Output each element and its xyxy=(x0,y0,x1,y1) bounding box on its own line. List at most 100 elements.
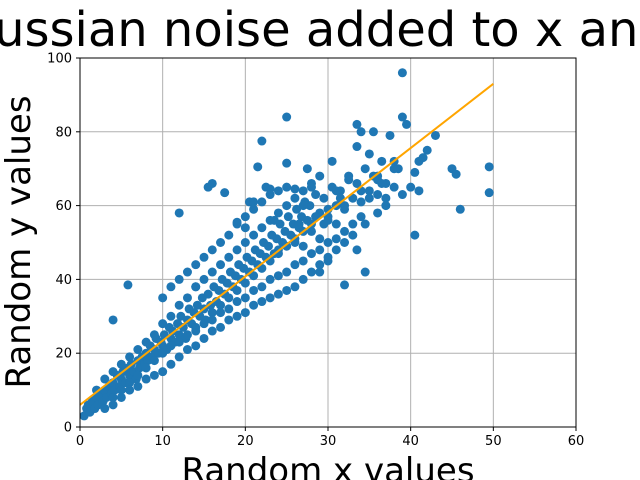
data-point-225 xyxy=(302,164,312,174)
data-point-308 xyxy=(340,201,350,211)
data-point-167 xyxy=(149,330,159,340)
y-tick-label-5: 100 xyxy=(47,52,72,67)
x-tick-label-3: 30 xyxy=(320,434,337,449)
data-point-248 xyxy=(381,193,391,203)
data-point-303 xyxy=(108,400,118,410)
data-point-194 xyxy=(207,245,217,255)
data-point-294 xyxy=(182,345,192,355)
data-point-146 xyxy=(232,297,242,307)
data-point-66 xyxy=(216,300,226,310)
data-point-127 xyxy=(377,156,387,166)
x-tick-label-2: 20 xyxy=(237,434,254,449)
data-point-174 xyxy=(207,267,217,277)
y-tick-label-2: 40 xyxy=(55,273,72,288)
data-point-190 xyxy=(174,274,184,284)
data-point-148 xyxy=(249,285,259,295)
data-point-241 xyxy=(356,127,366,137)
data-point-311 xyxy=(298,241,308,251)
data-point-187 xyxy=(315,171,325,181)
x-tick-label-1: 10 xyxy=(154,434,171,449)
data-point-293 xyxy=(191,341,201,351)
data-point-168 xyxy=(158,319,168,329)
data-point-159 xyxy=(340,226,350,236)
data-point-151 xyxy=(273,271,283,281)
data-point-211 xyxy=(232,217,242,227)
data-point-191 xyxy=(182,267,192,277)
data-point-162 xyxy=(108,367,118,377)
data-point-183 xyxy=(282,201,292,211)
data-point-249 xyxy=(385,130,395,140)
data-point-312 xyxy=(315,234,325,244)
data-point-121 xyxy=(352,178,362,188)
data-point-170 xyxy=(174,300,184,310)
data-point-209 xyxy=(207,178,217,188)
data-point-254 xyxy=(397,112,407,122)
data-point-70 xyxy=(224,293,234,303)
data-point-103 xyxy=(292,204,302,214)
data-point-290 xyxy=(216,322,226,332)
x-tick-label-0: 0 xyxy=(76,434,84,449)
data-point-277 xyxy=(323,252,333,262)
data-point-188 xyxy=(158,293,168,303)
data-point-238 xyxy=(352,245,362,255)
data-point-251 xyxy=(393,164,403,174)
data-point-163 xyxy=(116,359,126,369)
data-point-262 xyxy=(422,145,432,155)
data-point-122 xyxy=(356,197,366,207)
data-point-261 xyxy=(418,153,428,163)
data-point-177 xyxy=(232,245,242,255)
data-point-200 xyxy=(257,197,267,207)
data-point-153 xyxy=(290,260,300,270)
data-point-149 xyxy=(257,282,267,292)
data-point-142 xyxy=(199,319,209,329)
y-tick-label-3: 60 xyxy=(55,199,72,214)
data-point-218 xyxy=(265,184,275,194)
data-point-82 xyxy=(249,271,259,281)
data-point-165 xyxy=(133,345,143,355)
data-point-256 xyxy=(406,182,416,192)
data-point-235 xyxy=(340,280,350,290)
data-point-272 xyxy=(364,193,374,203)
data-point-221 xyxy=(282,158,292,168)
data-point-55 xyxy=(192,300,202,310)
data-point-240 xyxy=(352,119,362,129)
data-point-140 xyxy=(182,330,192,340)
data-point-274 xyxy=(348,219,358,229)
data-point-292 xyxy=(199,333,209,343)
data-point-196 xyxy=(224,230,234,240)
data-point-284 xyxy=(265,293,275,303)
data-point-98 xyxy=(282,241,292,251)
data-point-265 xyxy=(451,169,461,179)
data-point-161 xyxy=(100,374,110,384)
data-point-285 xyxy=(257,297,267,307)
data-point-253 xyxy=(397,68,407,78)
data-point-192 xyxy=(191,260,201,270)
data-point-160 xyxy=(92,385,102,395)
data-point-164 xyxy=(125,352,135,362)
data-point-306 xyxy=(306,226,316,236)
data-point-287 xyxy=(240,308,250,318)
data-point-182 xyxy=(273,208,283,218)
data-point-43 xyxy=(168,326,178,336)
data-point-219 xyxy=(269,215,279,225)
data-point-268 xyxy=(484,162,494,172)
data-point-224 xyxy=(298,201,308,211)
data-point-204 xyxy=(123,280,133,290)
data-point-258 xyxy=(410,167,420,177)
data-point-228 xyxy=(315,267,325,277)
data-point-247 xyxy=(377,178,387,188)
data-point-62 xyxy=(207,308,217,318)
data-point-205 xyxy=(108,315,118,325)
fit-line xyxy=(79,83,494,406)
data-point-138 xyxy=(166,341,176,351)
data-point-150 xyxy=(265,274,275,284)
data-point-286 xyxy=(249,300,259,310)
data-point-124 xyxy=(364,186,374,196)
data-point-78 xyxy=(240,278,250,288)
data-point-139 xyxy=(174,337,184,347)
data-point-210 xyxy=(220,188,230,198)
chart-title: Gaussian noise added to x and y xyxy=(0,2,640,58)
data-point-239 xyxy=(352,142,362,152)
data-point-276 xyxy=(331,245,341,255)
